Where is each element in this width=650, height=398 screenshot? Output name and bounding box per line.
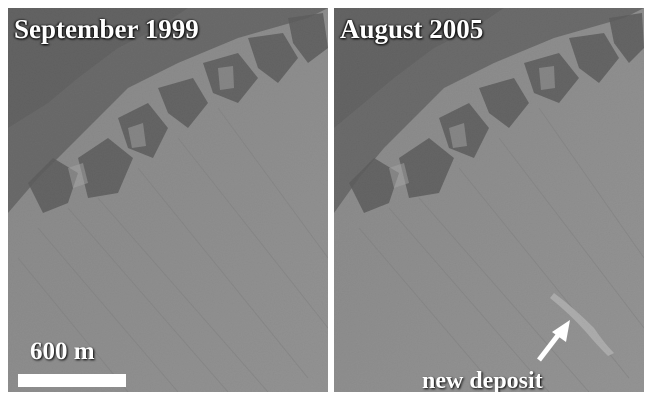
- panel-caption-left: September 1999: [14, 14, 199, 44]
- panel-caption-right: August 2005: [340, 14, 484, 44]
- scale-bar: [18, 374, 126, 387]
- crater-wall-image-1999: [8, 8, 328, 392]
- panel-september-1999: September 1999 600 m: [8, 8, 328, 392]
- crater-wall-image-2005: [334, 8, 644, 392]
- arrow-icon: [537, 320, 570, 362]
- new-deposit-label: new deposit: [422, 368, 543, 392]
- scale-bar-label: 600 m: [30, 338, 95, 365]
- panel-august-2005: August 2005 new deposit: [334, 8, 644, 392]
